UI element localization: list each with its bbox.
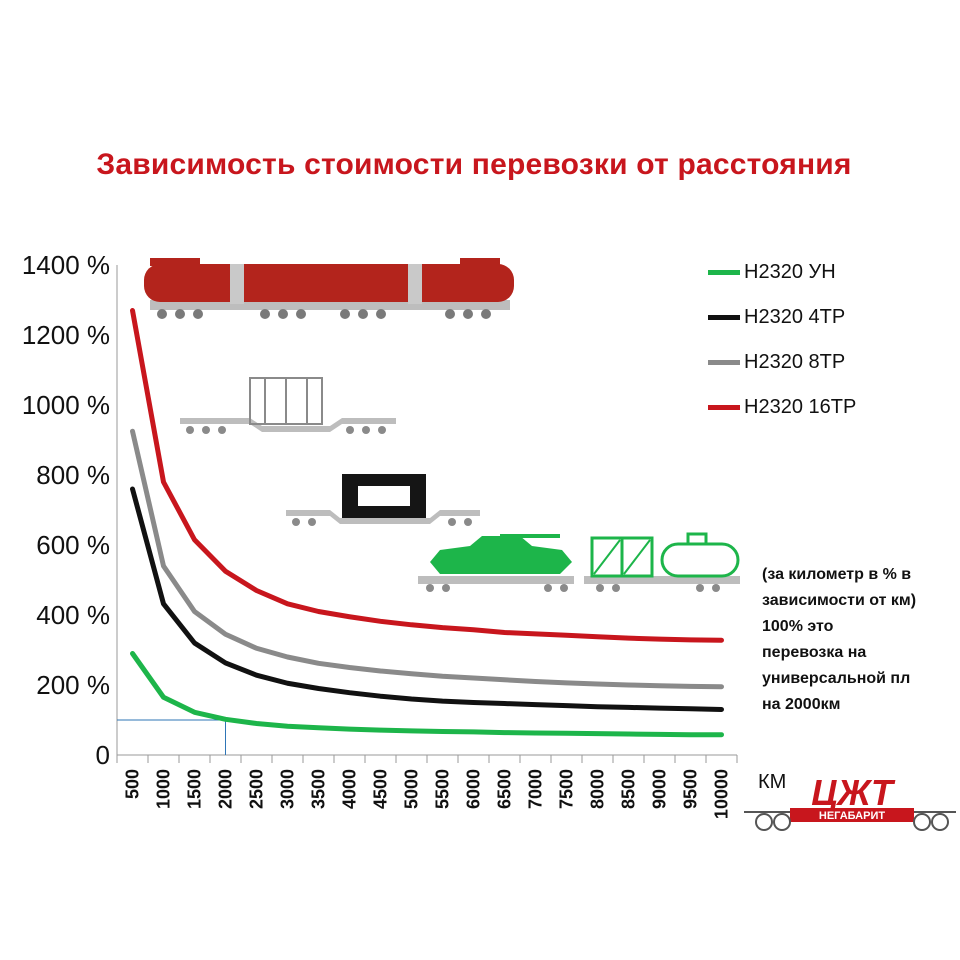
tank-car-red-illustration bbox=[144, 258, 514, 319]
chart-note: (за километр в % в зависимости от км) 10… bbox=[762, 566, 917, 713]
y-tick-label: 400 % bbox=[36, 600, 110, 630]
legend-item: Н2320 4ТР bbox=[708, 295, 856, 340]
logo-subtext: НЕГАБАРИТ bbox=[819, 810, 885, 822]
y-tick-label: 800 % bbox=[36, 460, 110, 490]
x-tick-label: 1000 bbox=[154, 769, 174, 809]
legend-label: Н2320 УН bbox=[744, 261, 836, 283]
y-tick-label: 1200 % bbox=[22, 320, 110, 350]
y-tick-label: 1000 % bbox=[22, 390, 110, 420]
legend-label: Н2320 8ТР bbox=[744, 351, 846, 373]
x-tick-label: 500 bbox=[123, 769, 143, 799]
x-tick-label: 8500 bbox=[619, 769, 639, 809]
x-tick-label: 5000 bbox=[402, 769, 422, 809]
x-tick-label: 6000 bbox=[464, 769, 484, 809]
legend-item: Н2320 16ТР bbox=[708, 385, 856, 430]
x-tick-label: 9000 bbox=[650, 769, 670, 809]
x-tick-label: 8000 bbox=[588, 769, 608, 809]
x-tick-label: 5500 bbox=[433, 769, 453, 809]
legend-swatch bbox=[708, 360, 740, 365]
legend-swatch bbox=[708, 405, 740, 410]
x-tick-label: 2000 bbox=[216, 769, 236, 809]
x-tick-label: 6500 bbox=[495, 769, 515, 809]
legend-item: Н2320 УН bbox=[708, 250, 856, 295]
legend-label: Н2320 16ТР bbox=[744, 396, 857, 418]
legend-swatch bbox=[708, 315, 740, 320]
series-line-2 bbox=[130, 486, 724, 712]
x-tick-label: 3000 bbox=[278, 769, 298, 809]
legend-swatch bbox=[708, 270, 740, 275]
transformer-car-illustration bbox=[180, 377, 396, 434]
frame-load-car-illustration bbox=[286, 474, 480, 526]
reference-lines bbox=[117, 719, 226, 755]
y-axis-ticks: 0 200 % 400 % 600 % 800 % 1000 % 1200 % 1400 % bbox=[22, 250, 110, 770]
legend-label: Н2320 4ТР bbox=[744, 306, 846, 328]
x-tick-label: 7500 bbox=[557, 769, 577, 809]
chart-title: Зависимость стоимости перевозки от расст… bbox=[96, 148, 852, 181]
x-tick-label: 4000 bbox=[340, 769, 360, 809]
y-tick-label: 1400 % bbox=[22, 250, 110, 280]
axes bbox=[116, 265, 738, 763]
y-tick-label: 600 % bbox=[36, 530, 110, 560]
x-tick-label: 4500 bbox=[371, 769, 391, 809]
series-line-4 bbox=[130, 308, 724, 643]
x-tick-label: 2500 bbox=[247, 769, 267, 809]
series-line-3 bbox=[130, 428, 724, 690]
y-tick-label: 200 % bbox=[36, 670, 110, 700]
x-tick-label: 3500 bbox=[309, 769, 329, 809]
x-axis-ticks: 500 1000 1500 2000 2500 3000 3500 4000 4500 5000 5… bbox=[123, 769, 732, 819]
x-tick-label: 7000 bbox=[526, 769, 546, 809]
x-tick-label: 10000 bbox=[712, 769, 732, 819]
x-axis-unit: КМ bbox=[758, 771, 787, 793]
x-tick-label: 1500 bbox=[185, 769, 205, 809]
series-lines bbox=[130, 308, 724, 738]
series-line-1 bbox=[130, 651, 724, 738]
chart-legend: Н2320 УН Н2320 4ТР Н2320 8ТР Н2320 16ТР bbox=[708, 250, 856, 430]
logo-text: ЦЖТ bbox=[811, 772, 896, 813]
tank-vehicle-car-illustration bbox=[418, 534, 574, 592]
legend-item: Н2320 8ТР bbox=[708, 340, 856, 385]
y-tick-label: 0 bbox=[96, 740, 110, 770]
logo: ЦЖТ НЕГАБАРИТ bbox=[744, 772, 956, 831]
crate-and-tank-car-illustration bbox=[584, 532, 740, 592]
x-tick-label: 9500 bbox=[681, 769, 701, 809]
